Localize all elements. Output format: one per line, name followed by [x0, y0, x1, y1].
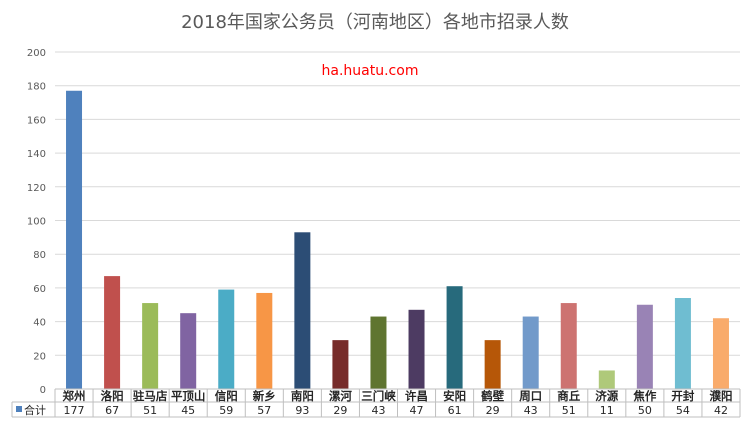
- legend-label: 合计: [24, 403, 46, 417]
- category-label: 漯河: [329, 389, 352, 403]
- value-label: 11: [600, 404, 614, 417]
- bar-三门峡: [370, 316, 387, 389]
- value-label: 51: [143, 404, 157, 417]
- bar-濮阳: [712, 318, 729, 389]
- category-label: 洛阳: [101, 389, 124, 403]
- bar-郑州: [66, 90, 83, 389]
- y-tick-label: 120: [27, 183, 46, 194]
- y-tick-label: 40: [33, 318, 46, 329]
- value-label: 67: [105, 404, 119, 417]
- y-tick-label: 20: [33, 351, 46, 362]
- category-label: 商丘: [557, 389, 580, 403]
- category-label: 郑州: [63, 389, 86, 403]
- value-label: 59: [219, 404, 233, 417]
- chart-title: 2018年国家公务员（河南地区）各地市招录人数: [181, 12, 569, 33]
- value-label: 47: [410, 404, 424, 417]
- bar-漯河: [332, 340, 349, 389]
- bar-信阳: [218, 289, 235, 389]
- y-tick-label: 140: [27, 149, 46, 160]
- value-label: 29: [333, 404, 347, 417]
- category-label: 济源: [595, 389, 618, 403]
- category-label: 信阳: [215, 389, 238, 403]
- y-tick-label: 100: [27, 217, 46, 228]
- value-label: 51: [562, 404, 576, 417]
- y-axis-ticks: 0 20 40 60 80 100 120 140 160 180 200: [27, 48, 46, 396]
- value-label: 177: [64, 404, 85, 417]
- y-tick-label: 0: [40, 385, 46, 396]
- value-label: 93: [295, 404, 309, 417]
- bar-洛阳: [104, 276, 121, 389]
- value-label: 29: [486, 404, 500, 417]
- category-label: 焦作: [632, 389, 656, 403]
- watermark-text: ha.huatu.com: [321, 63, 419, 79]
- bar-许昌: [408, 309, 425, 389]
- category-label: 平顶山: [171, 389, 206, 403]
- y-tick-label: 180: [27, 82, 46, 93]
- bar-开封: [674, 298, 691, 389]
- category-label: 安阳: [443, 389, 466, 403]
- bars: [66, 90, 729, 389]
- value-label: 50: [638, 404, 652, 417]
- category-label: 新乡: [253, 389, 276, 403]
- bar-平顶山: [180, 313, 197, 389]
- value-label: 45: [181, 404, 195, 417]
- y-tick-label: 160: [27, 115, 46, 126]
- y-tick-label: 200: [27, 48, 46, 59]
- bar-周口: [522, 316, 539, 389]
- category-label: 许昌: [405, 389, 428, 403]
- value-label: 57: [257, 404, 271, 417]
- category-label: 驻马店: [133, 389, 168, 403]
- category-label: 鹤壁: [481, 389, 504, 403]
- bar-济源: [598, 370, 615, 389]
- category-label: 开封: [671, 389, 694, 403]
- bar-驻马店: [142, 303, 159, 389]
- bar-焦作: [636, 304, 653, 389]
- bar-新乡: [256, 292, 273, 389]
- category-label: 濮阳: [709, 389, 732, 403]
- legend-swatch: [16, 406, 22, 412]
- category-label: 南阳: [291, 389, 314, 403]
- value-label: 43: [524, 404, 538, 417]
- value-label: 54: [676, 404, 690, 417]
- value-label: 43: [371, 404, 385, 417]
- y-tick-label: 80: [33, 250, 46, 261]
- bar-安阳: [446, 286, 463, 389]
- category-label: 三门峡: [361, 389, 396, 403]
- value-label: 61: [448, 404, 462, 417]
- gridlines: [55, 51, 740, 356]
- bar-鹤壁: [484, 340, 501, 389]
- value-label: 42: [714, 404, 728, 417]
- y-tick-label: 60: [33, 284, 46, 295]
- data-table: 郑州177洛阳67驻马店51平顶山45信阳59新乡57南阳93漯河29三门峡43…: [11, 388, 741, 418]
- bar-南阳: [294, 232, 311, 389]
- category-label: 周口: [519, 389, 542, 403]
- bar-商丘: [560, 303, 577, 389]
